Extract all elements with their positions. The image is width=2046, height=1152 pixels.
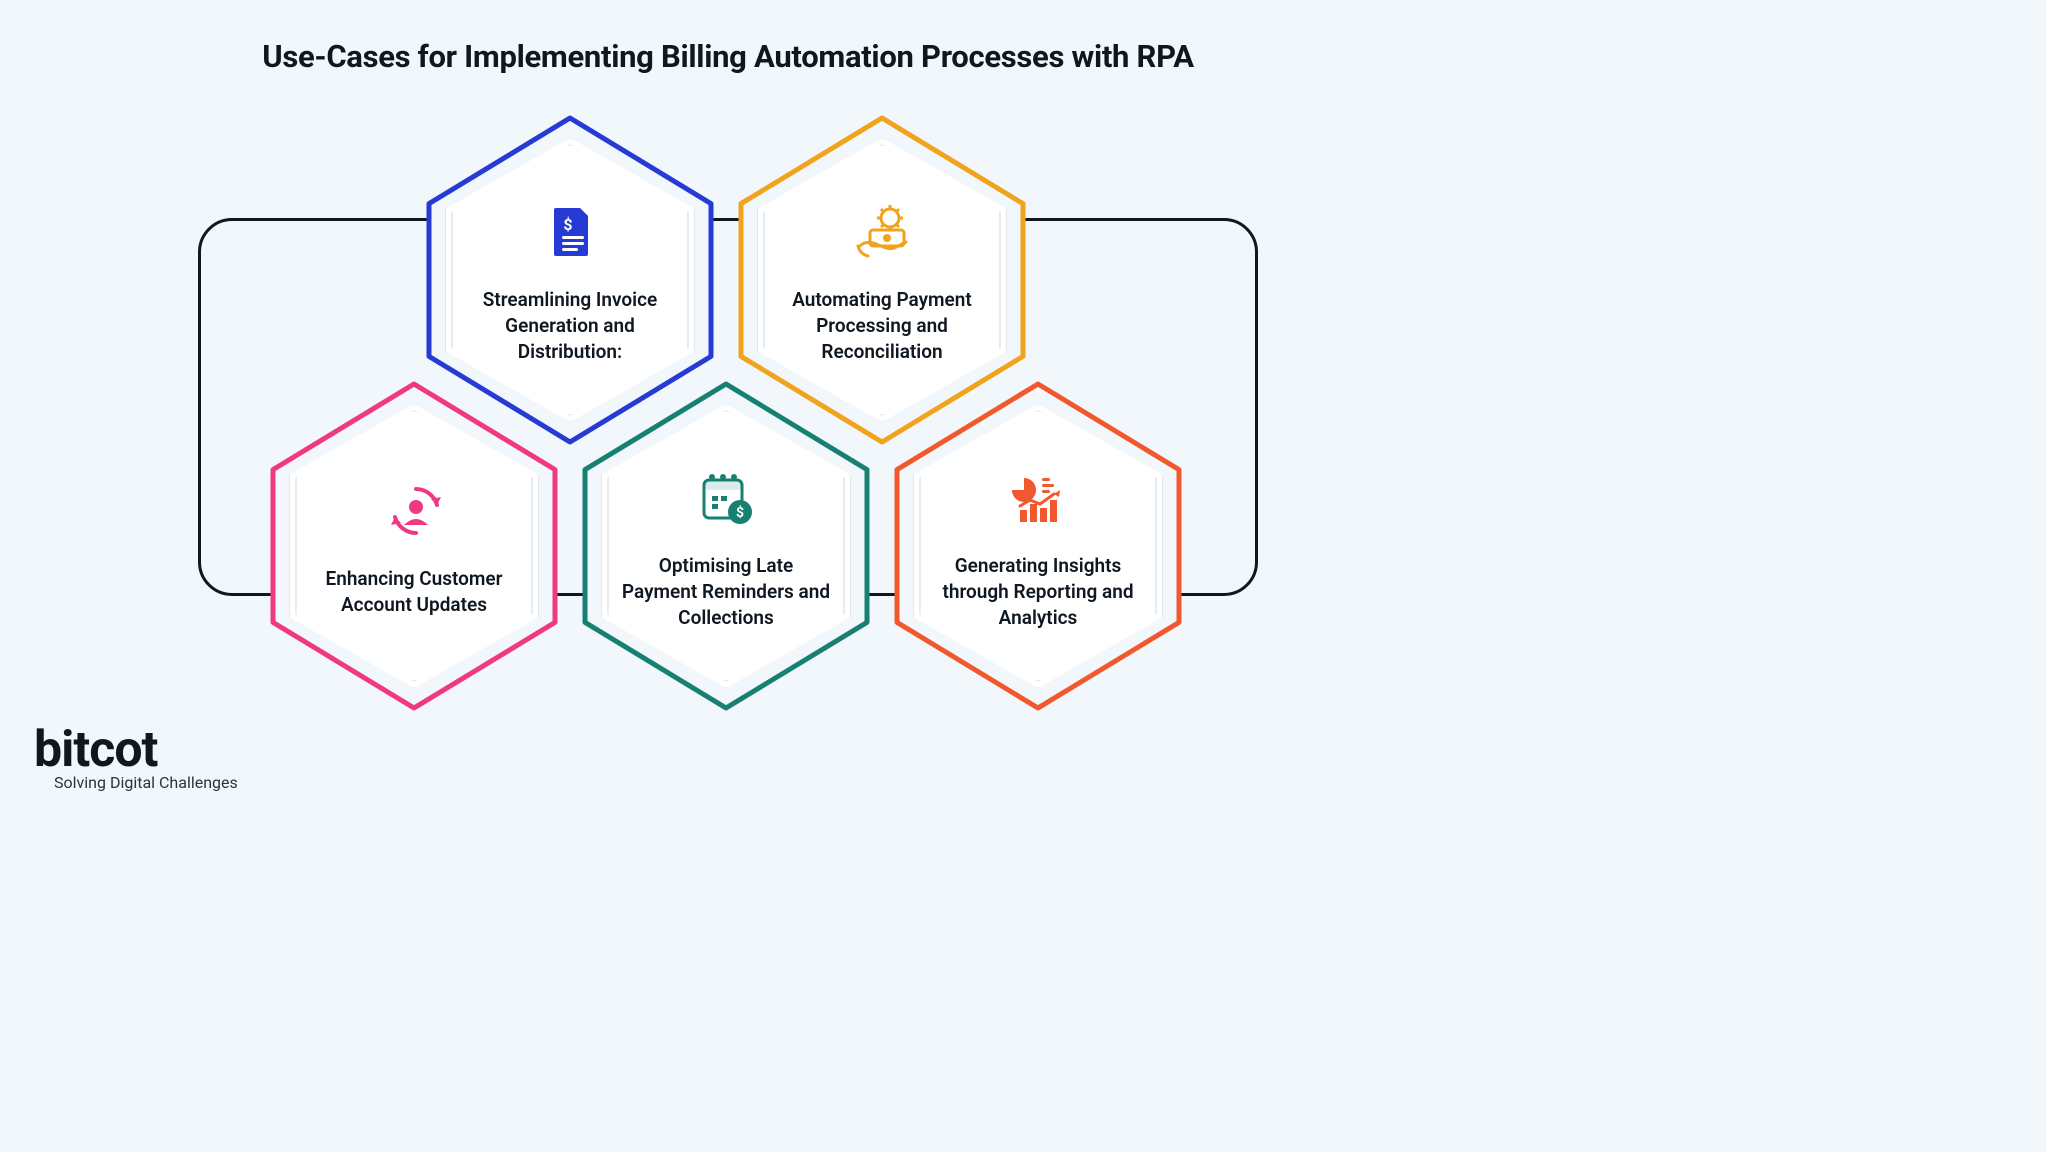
- brand-logo: bitcot Solving Digital Challenges: [34, 725, 238, 792]
- hex-customer: Enhancing Customer Account Updates: [269, 380, 559, 712]
- brand-tagline: Solving Digital Challenges: [54, 773, 238, 792]
- page-title: Use-Cases for Implementing Billing Autom…: [0, 38, 1456, 75]
- hex-insights: Generating Insights through Reporting an…: [893, 380, 1183, 712]
- brand-name: bitcot: [34, 725, 238, 775]
- hex-reminders: Optimising Late Payment Reminders and Co…: [581, 380, 871, 712]
